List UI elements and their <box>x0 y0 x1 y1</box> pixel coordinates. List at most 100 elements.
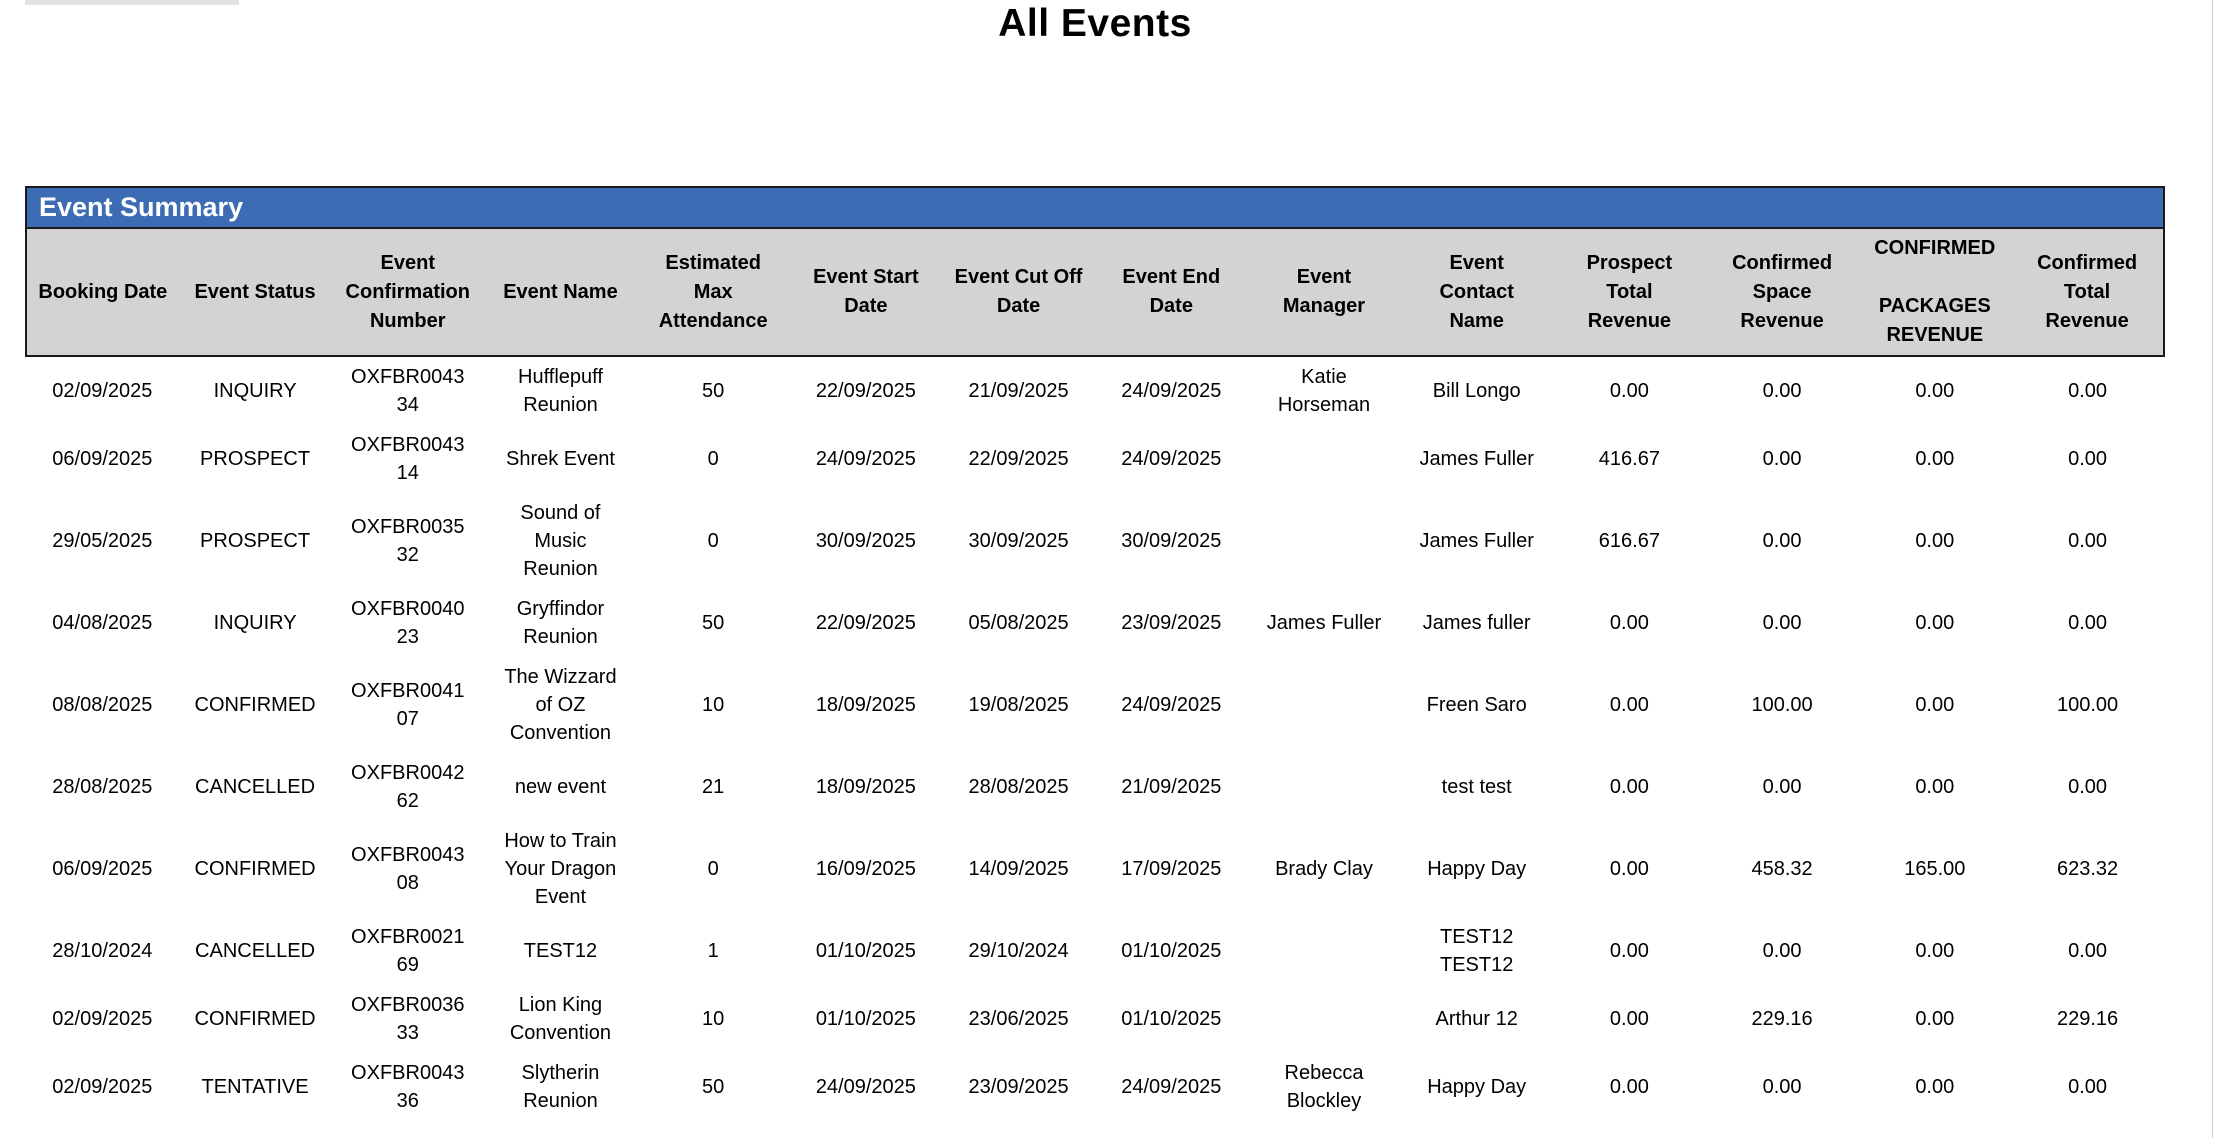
table-row: 29/05/2025 PROSPECT OXFBR003532 Sound of Mu… <box>26 493 2164 589</box>
table-cell: 0.00 <box>2068 380 2108 402</box>
table-cell: Katie Horseman <box>1248 356 1401 425</box>
event-manager: Brady Clay <box>1275 858 1373 880</box>
table-cell: 229.16 <box>2056 1008 2119 1030</box>
table-cell: 18/09/2025 <box>815 694 916 716</box>
table-cell: 229.16 <box>1751 1008 1813 1030</box>
table-cell: 30/09/2025 <box>815 530 916 552</box>
table-cell: 18/09/2025 <box>815 776 916 798</box>
event-contact-name: test test <box>1441 776 1512 798</box>
table-cell: 0.00 <box>1762 940 1802 962</box>
table-cell: 14/09/2025 <box>968 858 1069 880</box>
table-cell: 0.00 <box>1915 694 1955 716</box>
table-cell: 50 <box>702 380 725 402</box>
table-cell: OXFBR004023 <box>331 589 484 657</box>
confirmation-number: OXFBR004334 <box>351 366 465 416</box>
column-header: Confirmed Space Revenue <box>1705 227 1859 357</box>
table-cell: Happy Day <box>1400 1053 1553 1121</box>
table-row: 02/09/2025 INQUIRY OXFBR004334 Hufflepuff R… <box>26 356 2164 425</box>
table-body: 02/09/2025 INQUIRY OXFBR004334 Hufflepuff R… <box>26 356 2164 1121</box>
confirmation-number: OXFBR004262 <box>351 762 465 812</box>
table-cell: 01/10/2025 <box>815 1008 916 1030</box>
table-cell: Shrek Event <box>484 425 637 493</box>
table-cell: 458.32 <box>1751 858 1813 880</box>
table-row: 06/09/2025 CONFIRMED OXFBR004308 How to Tra… <box>26 821 2164 917</box>
table-row: 02/09/2025 CONFIRMED OXFBR003633 Lion King … <box>26 985 2164 1053</box>
event-name: Shrek Event <box>505 448 615 470</box>
table-row: 06/09/2025 PROSPECT OXFBR004314 Shrek Event… <box>26 425 2164 493</box>
table-cell: 0.00 <box>2068 776 2108 798</box>
event-contact-name: Happy Day <box>1427 1076 1527 1098</box>
summary-bar: Event Summary <box>25 186 2165 227</box>
table-row: 02/09/2025 TENTATIVE OXFBR004336 Slytherin … <box>26 1053 2164 1121</box>
report-page: All Events Event Summary Booking Date Eve… <box>25 0 2165 1121</box>
table-cell: 0.00 <box>1762 530 1802 552</box>
table-cell: 06/09/2025 <box>52 858 153 880</box>
event-name: How to Train Your Dragon Event <box>504 830 617 908</box>
column-header: Prospect Total Revenue <box>1553 227 1706 357</box>
table-cell: 0.00 <box>1762 380 1802 402</box>
table-cell: 23/09/2025 <box>968 1076 1069 1098</box>
table-cell: CONFIRMED <box>194 694 316 716</box>
table-cell: 0.00 <box>1609 1076 1649 1098</box>
table-cell: 24/09/2025 <box>1121 448 1222 470</box>
table-cell: 30/09/2025 <box>1121 530 1222 552</box>
table-cell: 01/10/2025 <box>1121 940 1222 962</box>
event-name: Lion King Convention <box>509 994 612 1044</box>
summary-section-title: Event Summary <box>39 192 244 222</box>
table-row: 08/08/2025 CONFIRMED OXFBR004107 The Wizzar… <box>26 657 2164 753</box>
table-cell: 16/09/2025 <box>815 858 916 880</box>
table-cell: 0.00 <box>1609 1008 1649 1030</box>
table-cell: 0.00 <box>1915 612 1955 634</box>
table-cell: OXFBR003633 <box>331 985 484 1053</box>
column-header: Event Confirmation Number <box>331 227 485 357</box>
column-header: CONFIRMED PACKAGES REVENUE <box>1858 227 2012 357</box>
table-row: 28/08/2025 CANCELLED OXFBR004262 new event 2… <box>26 753 2164 821</box>
table-cell: Slytherin Reunion <box>484 1053 637 1121</box>
table-cell: 28/08/2025 <box>968 776 1069 798</box>
confirmation-number: OXFBR004023 <box>351 598 465 648</box>
table-cell: 24/09/2025 <box>815 1076 916 1098</box>
table-cell: 29/05/2025 <box>52 530 153 552</box>
table-cell: 02/09/2025 <box>52 1076 153 1098</box>
table-cell: 616.67 <box>1598 530 1660 552</box>
event-name: TEST12 <box>523 940 598 962</box>
confirmation-number: OXFBR003633 <box>351 994 465 1044</box>
table-cell: 22/09/2025 <box>815 612 916 634</box>
table-cell: PROSPECT <box>200 530 311 552</box>
table-header: Booking Date Event Status Event Confirmati… <box>25 227 2165 357</box>
column-header: Event End Date <box>1094 227 1248 357</box>
event-contact-name: TEST12 TEST12 <box>1439 926 1514 976</box>
spacer <box>25 46 2165 186</box>
confirmation-number: OXFBR004308 <box>351 844 465 894</box>
table-cell: How to Train Your Dragon Event <box>484 821 637 917</box>
table-cell: 0.00 <box>1915 940 1955 962</box>
table-cell: 165.00 <box>1904 858 1966 880</box>
table-cell: 0.00 <box>1762 776 1802 798</box>
table-cell: CANCELLED <box>195 940 316 962</box>
table-cell: 22/09/2025 <box>815 380 916 402</box>
table-cell: Bill Longo <box>1400 356 1553 425</box>
table-cell: 21 <box>702 776 725 798</box>
table-cell: 100.00 <box>1751 694 1813 716</box>
table-cell: 0.00 <box>2068 940 2108 962</box>
table-cell: OXFBR004308 <box>331 821 484 917</box>
event-manager: Rebecca Blockley <box>1284 1062 1364 1112</box>
table-cell: 17/09/2025 <box>1121 858 1222 880</box>
table-cell: 23/09/2025 <box>1121 612 1222 634</box>
table-cell: 0.00 <box>1762 612 1802 634</box>
right-edge-line <box>2212 0 2213 1138</box>
table-cell: TEST12 <box>484 917 637 985</box>
table-cell: The Wizzard of OZ Convention <box>484 657 637 753</box>
table-cell: 0.00 <box>1915 448 1955 470</box>
event-contact-name: James Fuller <box>1419 530 1534 552</box>
column-header: Event Name <box>484 227 637 357</box>
table-cell: 416.67 <box>1598 448 1660 470</box>
table-cell: Happy Day <box>1400 821 1553 917</box>
table-cell: 23/06/2025 <box>968 1008 1069 1030</box>
table-cell: OXFBR003532 <box>331 493 484 589</box>
table-cell: 0.00 <box>2068 530 2108 552</box>
column-header: Event Cut Off Date <box>942 227 1095 357</box>
column-header: Event Status <box>178 227 332 357</box>
table-cell: test test <box>1400 753 1553 821</box>
confirmation-number: OXFBR004336 <box>351 1062 465 1112</box>
